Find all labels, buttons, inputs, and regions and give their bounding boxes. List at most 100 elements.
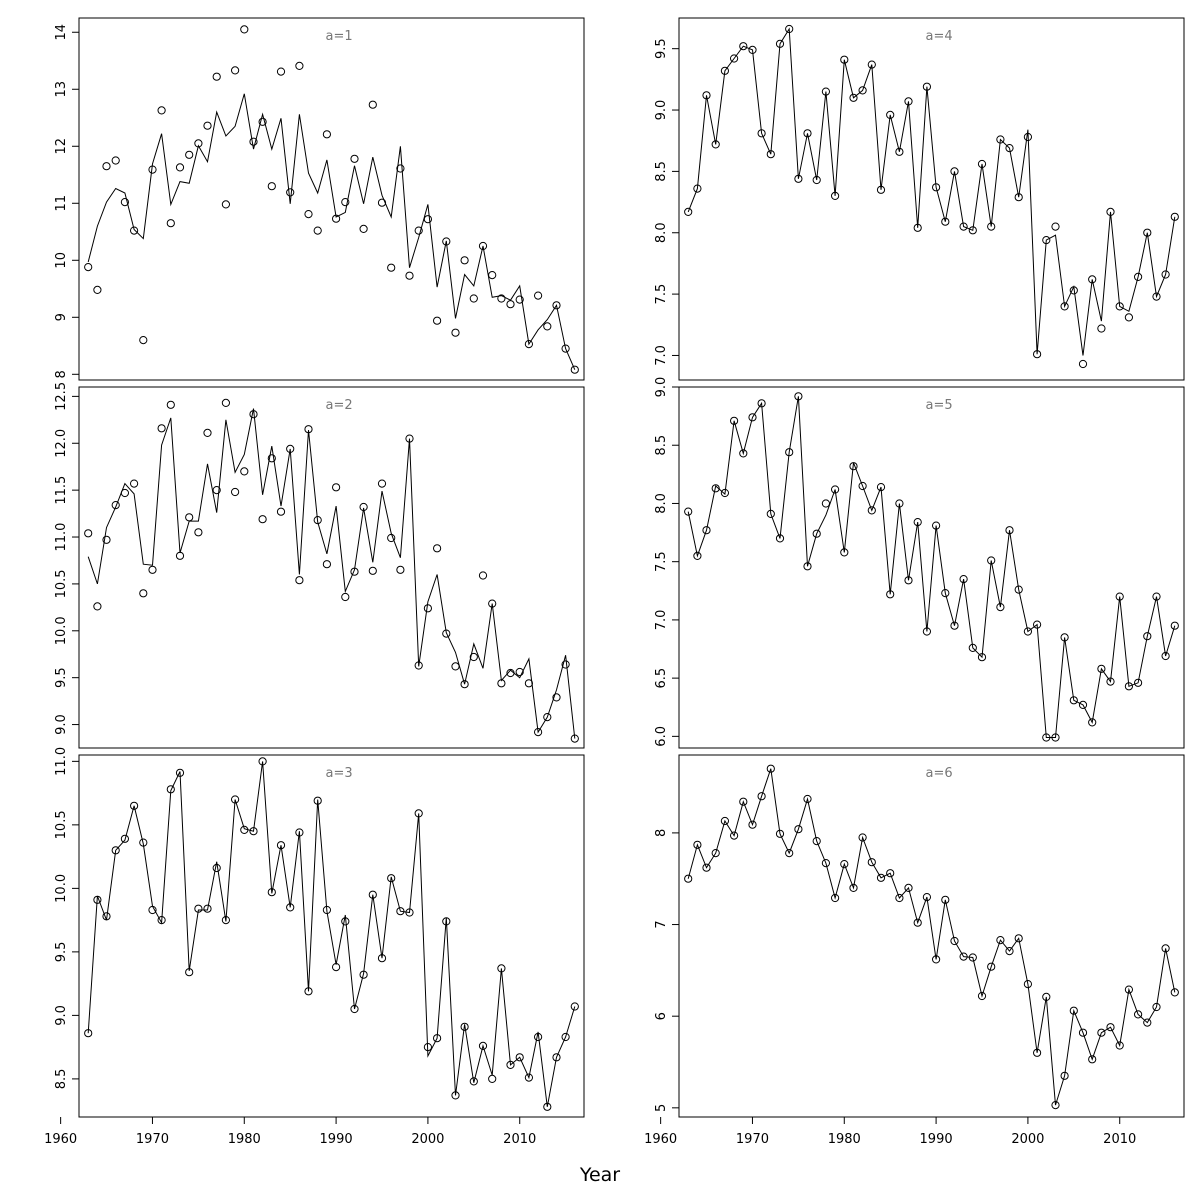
observed-point xyxy=(322,905,331,915)
observed-point xyxy=(534,291,543,300)
observed-point xyxy=(93,602,102,611)
observed-point xyxy=(959,575,968,584)
observed-point xyxy=(359,224,368,233)
observed-point xyxy=(203,428,212,437)
observed-point xyxy=(423,215,432,224)
plot-frame xyxy=(78,17,585,381)
y-tick-label: 10 xyxy=(54,252,69,269)
observed-point xyxy=(377,954,387,963)
observed-point xyxy=(442,237,451,246)
panel-title: a=1 xyxy=(326,29,353,44)
observed-point xyxy=(414,661,423,670)
observed-point xyxy=(570,1002,579,1011)
observed-point xyxy=(858,481,867,491)
observed-point xyxy=(775,39,785,48)
observed-point xyxy=(867,858,876,867)
observed-point xyxy=(867,60,876,69)
x-tick-label: 1960 xyxy=(644,1132,677,1147)
observed-point xyxy=(1014,585,1023,594)
observed-point xyxy=(350,567,359,576)
observed-point xyxy=(157,424,166,433)
observed-point xyxy=(693,184,702,193)
observed-point xyxy=(313,226,322,235)
observed-point xyxy=(913,223,922,232)
y-tick-label: 7.0 xyxy=(654,610,669,631)
observed-point xyxy=(1042,992,1051,1002)
observed-point xyxy=(702,526,711,535)
x-tick-label: 1990 xyxy=(320,1132,353,1147)
observed-point xyxy=(812,837,821,846)
observed-point xyxy=(93,285,102,294)
y-tick-label: 11.0 xyxy=(54,523,69,552)
observed-point xyxy=(368,890,377,899)
observed-point xyxy=(968,953,977,962)
observed-point xyxy=(785,24,794,34)
observed-point xyxy=(858,86,867,95)
observed-point xyxy=(166,219,175,228)
observed-point xyxy=(1097,324,1106,333)
y-tick-label: 14 xyxy=(54,24,69,41)
observed-point xyxy=(313,796,322,805)
observed-point xyxy=(785,849,794,858)
observed-point xyxy=(1042,236,1051,245)
observed-point xyxy=(1088,275,1097,284)
y-tick-label: 11.0 xyxy=(54,747,69,776)
observed-point xyxy=(977,159,987,169)
observed-point xyxy=(451,662,460,671)
observed-point xyxy=(258,117,267,126)
observed-point xyxy=(1143,632,1152,641)
observed-point xyxy=(203,904,212,913)
observed-point xyxy=(849,462,858,471)
observed-point xyxy=(757,399,766,408)
observed-point xyxy=(950,936,959,946)
observed-point xyxy=(895,893,904,903)
panel-title: a=5 xyxy=(926,398,953,413)
observed-point xyxy=(341,917,350,926)
observed-point xyxy=(1051,733,1060,742)
y-tick-label: 9.0 xyxy=(654,377,669,398)
observed-point xyxy=(552,1053,561,1062)
observed-point xyxy=(212,486,221,495)
observed-point xyxy=(849,93,858,102)
observed-point xyxy=(1124,682,1134,691)
observed-point xyxy=(552,301,561,310)
observed-point xyxy=(693,551,702,561)
observed-point xyxy=(359,502,368,512)
observed-point xyxy=(102,535,111,544)
observed-point xyxy=(267,454,276,463)
observed-point xyxy=(221,200,230,209)
observed-point xyxy=(414,226,423,235)
fitted-line xyxy=(687,768,1176,1106)
observed-point xyxy=(987,962,996,971)
fitted-line xyxy=(87,93,576,370)
observed-point xyxy=(785,448,794,457)
observed-point xyxy=(941,895,950,904)
observed-point xyxy=(267,888,276,897)
observed-point xyxy=(803,794,812,804)
observed-point xyxy=(1069,696,1078,705)
observed-point xyxy=(506,300,515,309)
observed-point xyxy=(258,515,267,524)
observed-point xyxy=(876,185,886,194)
observed-point xyxy=(1097,664,1106,673)
observed-point xyxy=(396,164,405,173)
observed-point xyxy=(561,344,570,353)
observed-point xyxy=(1152,592,1161,601)
observed-point xyxy=(922,627,932,636)
x-tick-label: 2000 xyxy=(411,1132,444,1147)
observed-point xyxy=(803,562,812,571)
observed-point xyxy=(968,226,977,235)
y-tick-label: 7 xyxy=(654,920,669,928)
y-tick-label: 9.0 xyxy=(54,714,69,735)
y-tick-label: 13 xyxy=(54,81,69,98)
observed-point xyxy=(377,479,387,488)
observed-point xyxy=(1014,934,1023,943)
observed-point xyxy=(1088,1055,1097,1064)
observed-point xyxy=(157,106,166,115)
observed-point xyxy=(111,846,120,855)
fitted-line xyxy=(87,761,576,1107)
observed-point xyxy=(543,322,552,331)
observed-point xyxy=(702,863,711,872)
observed-point xyxy=(84,263,93,272)
y-tick-label: 9.0 xyxy=(654,100,669,121)
